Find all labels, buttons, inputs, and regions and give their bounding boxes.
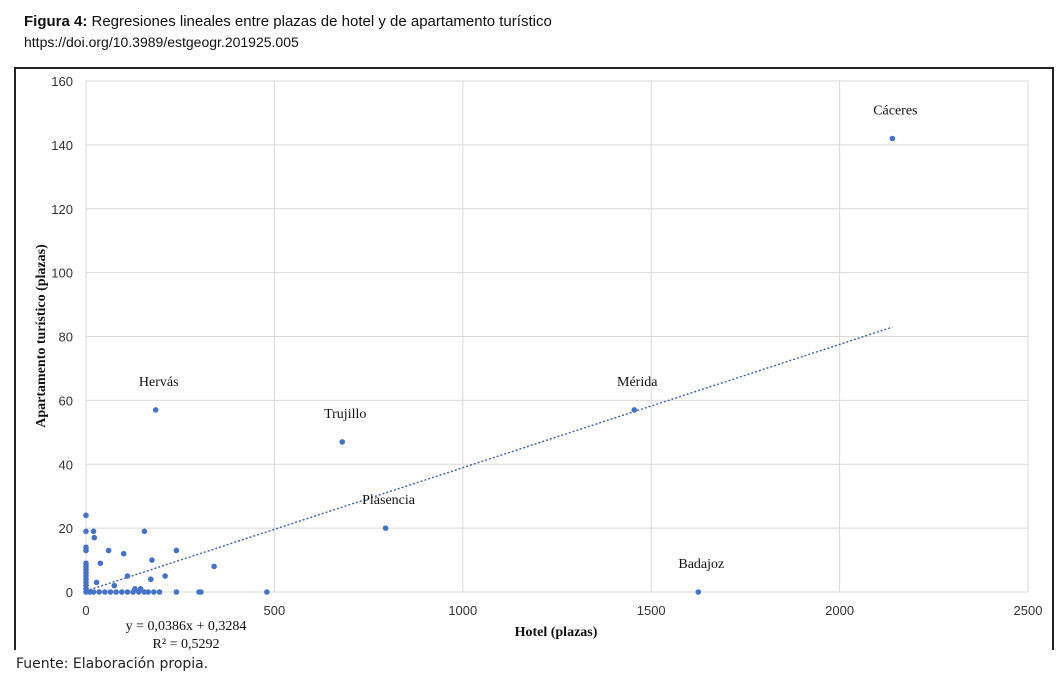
figure-label: Figura 4: xyxy=(24,13,88,30)
data-point xyxy=(889,135,896,142)
y-tick-label: 20 xyxy=(59,521,73,536)
data-point xyxy=(631,407,638,413)
data-point xyxy=(137,586,144,592)
point-label: Cáceres xyxy=(873,103,917,118)
y-tick-label: 100 xyxy=(51,266,73,281)
data-point xyxy=(211,563,217,570)
data-point xyxy=(93,579,100,586)
data-point xyxy=(339,439,346,445)
data-point xyxy=(695,589,702,595)
data-point xyxy=(83,547,89,554)
y-tick-label: 80 xyxy=(59,330,73,345)
x-tick-label: 2500 xyxy=(1014,603,1043,618)
x-axis-title: Hotel (plazas) xyxy=(515,625,598,640)
data-point xyxy=(124,573,131,579)
point-label: Badajoz xyxy=(678,557,724,572)
x-tick-label: 0 xyxy=(82,603,89,618)
data-point xyxy=(264,589,270,595)
data-point xyxy=(173,547,180,554)
data-points xyxy=(83,135,896,595)
data-point xyxy=(149,557,155,563)
data-point xyxy=(102,589,108,595)
data-point xyxy=(90,528,97,535)
data-point xyxy=(156,589,163,595)
grid-lines xyxy=(85,80,1029,593)
trendline-r2: R² = 0,5292 xyxy=(153,637,220,652)
y-tick-label: 140 xyxy=(51,138,73,153)
y-tick-labels: 0 20 40 60 80 100 120 140 160 xyxy=(51,74,73,600)
data-point xyxy=(105,547,112,554)
figure-doi: https://doi.org/10.3989/estgeogr.201925.… xyxy=(24,34,299,50)
x-tick-label: 500 xyxy=(264,603,286,618)
figure-source: Fuente: Elaboración propia. xyxy=(16,656,209,672)
data-point xyxy=(148,576,154,583)
data-point xyxy=(145,589,151,595)
data-point xyxy=(151,589,157,595)
data-point xyxy=(107,589,114,595)
data-point xyxy=(113,589,119,595)
data-point xyxy=(91,534,98,541)
y-tick-label: 120 xyxy=(51,202,73,217)
x-tick-labels: 0 500 1000 1500 2000 2500 xyxy=(82,603,1042,618)
data-point xyxy=(97,560,104,567)
x-tick-label: 2000 xyxy=(825,603,854,618)
data-point xyxy=(96,589,102,595)
data-point xyxy=(132,586,138,592)
y-tick-label: 40 xyxy=(59,457,73,472)
trendline xyxy=(85,326,893,592)
data-point xyxy=(152,407,159,413)
data-point xyxy=(382,525,389,531)
trendline-group xyxy=(85,326,893,592)
data-point xyxy=(90,589,97,595)
data-point xyxy=(83,528,89,535)
y-tick-label: 60 xyxy=(59,393,73,408)
point-label: Plasencia xyxy=(362,493,416,508)
point-labels: Cáceres Mérida Hervás Trujillo Plasencia Bada… xyxy=(139,103,918,572)
data-point xyxy=(141,528,148,535)
data-point xyxy=(83,512,89,519)
trendline-equation: y = 0,0386x + 0,3284 xyxy=(126,619,247,634)
data-point xyxy=(124,589,131,595)
data-point xyxy=(118,589,125,595)
point-label: Mérida xyxy=(617,375,658,390)
figure-caption: Figura 4: Regresiones lineales entre pla… xyxy=(24,12,552,32)
data-point xyxy=(120,550,127,557)
x-tick-label: 1000 xyxy=(448,603,477,618)
data-point xyxy=(162,573,168,579)
data-point xyxy=(198,589,204,595)
y-tick-label: 0 xyxy=(66,585,73,600)
chart-frame xyxy=(14,67,1054,650)
point-label: Hervás xyxy=(139,375,179,390)
figure-title: Regresiones lineales entre plazas de hot… xyxy=(87,13,552,30)
data-point xyxy=(173,589,180,595)
y-axis-title: Apartamento turístico (plazas) xyxy=(34,244,49,428)
y-tick-label: 160 xyxy=(51,74,73,89)
point-label: Trujillo xyxy=(324,407,366,422)
data-point xyxy=(111,582,118,589)
x-tick-label: 1500 xyxy=(637,603,666,618)
